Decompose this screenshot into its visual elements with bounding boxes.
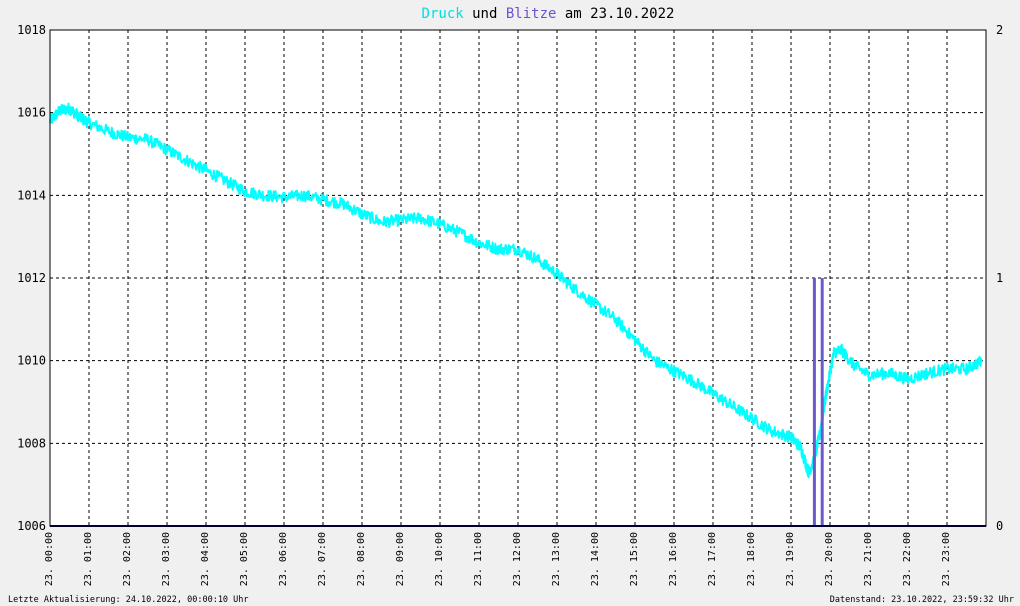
pressure-line bbox=[49, 102, 983, 479]
chart-title: Druck und Blitze am 23.10.2022 bbox=[422, 6, 675, 22]
x-tick-label: 23. 08:00 bbox=[356, 532, 367, 586]
x-tick-label: 23. 02:00 bbox=[122, 532, 133, 586]
y-left-tick-label: 1014 bbox=[17, 188, 46, 202]
x-tick-label: 23. 21:00 bbox=[863, 532, 874, 586]
x-tick-label: 23. 16:00 bbox=[668, 532, 679, 586]
y-right-tick-label: 0 bbox=[996, 519, 1003, 533]
y-right-tick-label: 2 bbox=[996, 23, 1003, 37]
right-axis-ticks: 0 1 2 bbox=[996, 23, 1003, 533]
y-left-tick-label: 1010 bbox=[17, 354, 46, 368]
x-tick-label: 23. 06:00 bbox=[278, 532, 289, 586]
x-tick-label: 23. 04:00 bbox=[200, 532, 211, 586]
y-left-tick-label: 1008 bbox=[17, 436, 46, 450]
left-axis-ticks: 1006 1008 1010 1012 1014 1016 1018 bbox=[17, 23, 46, 533]
grid-lines bbox=[50, 30, 986, 526]
y-left-tick-label: 1006 bbox=[17, 519, 46, 533]
y-right-tick-label: 1 bbox=[996, 271, 1003, 285]
x-tick-label: 23. 10:00 bbox=[434, 532, 445, 586]
x-axis-ticks: 23. 00:00 23. 01:00 23. 02:00 23. 03:00 23. … bbox=[44, 532, 952, 586]
x-tick-label: 23. 13:00 bbox=[551, 532, 562, 586]
x-tick-label: 23. 15:00 bbox=[629, 532, 640, 586]
y-left-tick-label: 1018 bbox=[17, 23, 46, 37]
x-tick-label: 23. 00:00 bbox=[44, 532, 55, 586]
x-tick-label: 23. 12:00 bbox=[512, 532, 523, 586]
x-tick-label: 23. 11:00 bbox=[473, 532, 484, 586]
title-lightning: Blitze bbox=[506, 6, 557, 22]
footer-data-status: Datenstand: 23.10.2022, 23:59:32 Uhr bbox=[830, 595, 1014, 605]
title-and: und bbox=[464, 6, 506, 22]
x-tick-label: 23. 07:00 bbox=[317, 532, 328, 586]
x-tick-label: 23. 18:00 bbox=[746, 532, 757, 586]
x-tick-label: 23. 03:00 bbox=[161, 532, 172, 586]
series-layer bbox=[49, 102, 983, 526]
x-tick-label: 23. 05:00 bbox=[239, 532, 250, 586]
title-date: am 23.10.2022 bbox=[556, 6, 674, 22]
x-tick-label: 23. 17:00 bbox=[707, 532, 718, 586]
x-tick-label: 23. 19:00 bbox=[785, 532, 796, 586]
x-tick-label: 23. 01:00 bbox=[83, 532, 94, 586]
x-tick-label: 23. 14:00 bbox=[590, 532, 601, 586]
y-left-tick-label: 1016 bbox=[17, 106, 46, 120]
y-left-tick-label: 1012 bbox=[17, 271, 46, 285]
title-pressure: Druck bbox=[422, 6, 465, 22]
footer-last-update: Letzte Aktualisierung: 24.10.2022, 00:00… bbox=[8, 595, 249, 605]
x-tick-label: 23. 20:00 bbox=[824, 532, 835, 586]
x-tick-label: 23. 23:00 bbox=[941, 532, 952, 586]
plot-frame bbox=[49, 29, 987, 527]
x-tick-label: 23. 09:00 bbox=[395, 532, 406, 586]
x-tick-label: 23. 22:00 bbox=[902, 532, 913, 586]
